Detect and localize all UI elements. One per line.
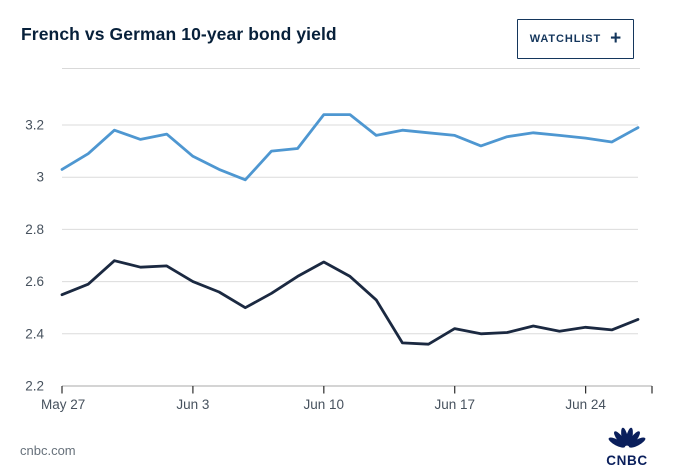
y-tick-label: 3 [36, 170, 44, 185]
plus-icon: + [610, 28, 622, 49]
german-yield-line [60, 259, 640, 346]
page-title: French vs German 10-year bond yield [21, 24, 337, 44]
x-axis-labels: May 27 Jun 3 Jun 10 Jun 17 Jun 24 [41, 397, 606, 412]
source-text: cnbc.com [20, 443, 76, 458]
title-separator [62, 68, 640, 69]
y-tick-label: 2.8 [25, 222, 44, 237]
x-tick-label: Jun 24 [565, 397, 606, 412]
cnbc-peacock-icon [608, 427, 646, 448]
cnbc-logo: CNBC [601, 423, 653, 468]
watchlist-button[interactable]: WATCHLIST + [517, 19, 634, 59]
y-tick-label: 2.6 [25, 274, 44, 289]
gridlines [62, 124, 638, 335]
x-tick-label: Jun 17 [434, 397, 475, 412]
y-tick-label: 2.2 [25, 379, 44, 394]
x-tick-label: Jun 3 [176, 397, 209, 412]
y-tick-label: 2.4 [25, 326, 44, 341]
x-tick-label: Jun 10 [304, 397, 345, 412]
y-axis-labels: 3.2 3 2.8 2.6 2.4 2.2 [25, 118, 44, 394]
watchlist-button-label: WATCHLIST [529, 33, 602, 45]
x-axis [61, 385, 653, 394]
cnbc-wordmark: CNBC [606, 453, 648, 468]
x-tick-label: May 27 [41, 397, 85, 412]
series-lines [60, 113, 640, 346]
y-tick-label: 3.2 [25, 118, 44, 133]
french-yield-line [60, 113, 640, 182]
